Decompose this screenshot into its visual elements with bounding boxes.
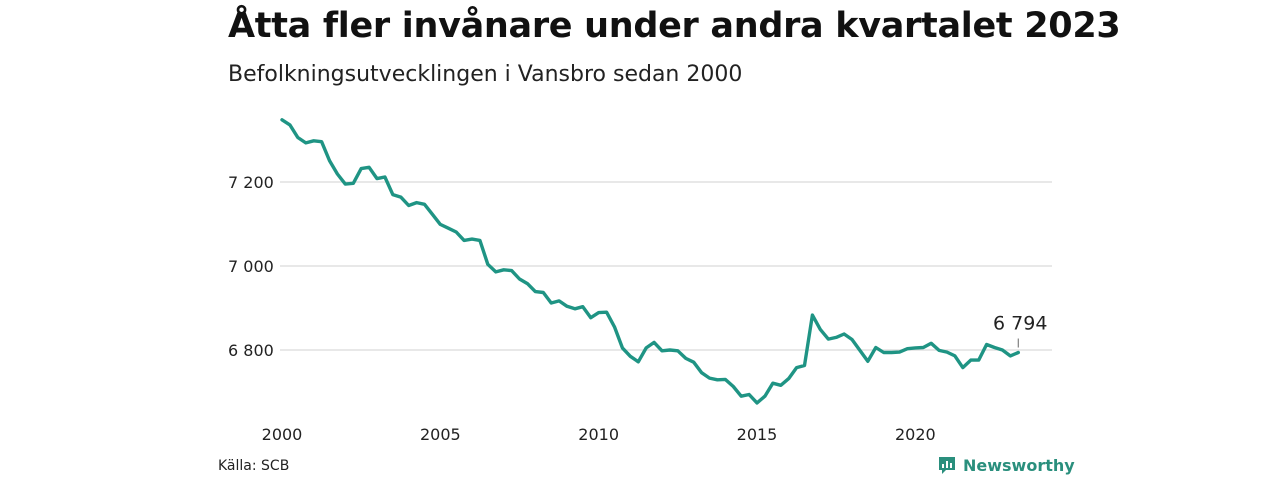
y-tick-label: 6 800 xyxy=(228,341,274,360)
x-tick-label: 2005 xyxy=(420,425,461,444)
newsworthy-logo: Newsworthy xyxy=(937,455,1075,475)
y-tick-label: 7 200 xyxy=(228,173,274,192)
population-line xyxy=(280,118,1020,405)
y-tick-label: 7 000 xyxy=(228,257,274,276)
chart-title: Åtta fler invånare under andra kvartalet… xyxy=(228,6,1121,46)
newsworthy-icon xyxy=(939,457,955,474)
chart-subtitle: Befolkningsutvecklingen i Vansbro sedan … xyxy=(228,62,743,87)
x-tick-label: 2000 xyxy=(262,425,303,444)
end-value-label: 6 794 xyxy=(993,313,1047,335)
x-tick-label: 2015 xyxy=(737,425,778,444)
x-tick-label: 2020 xyxy=(895,425,936,444)
source-note: Källa: SCB xyxy=(218,458,290,474)
brand-name: Newsworthy xyxy=(963,455,1075,475)
x-tick-label: 2010 xyxy=(578,425,619,444)
